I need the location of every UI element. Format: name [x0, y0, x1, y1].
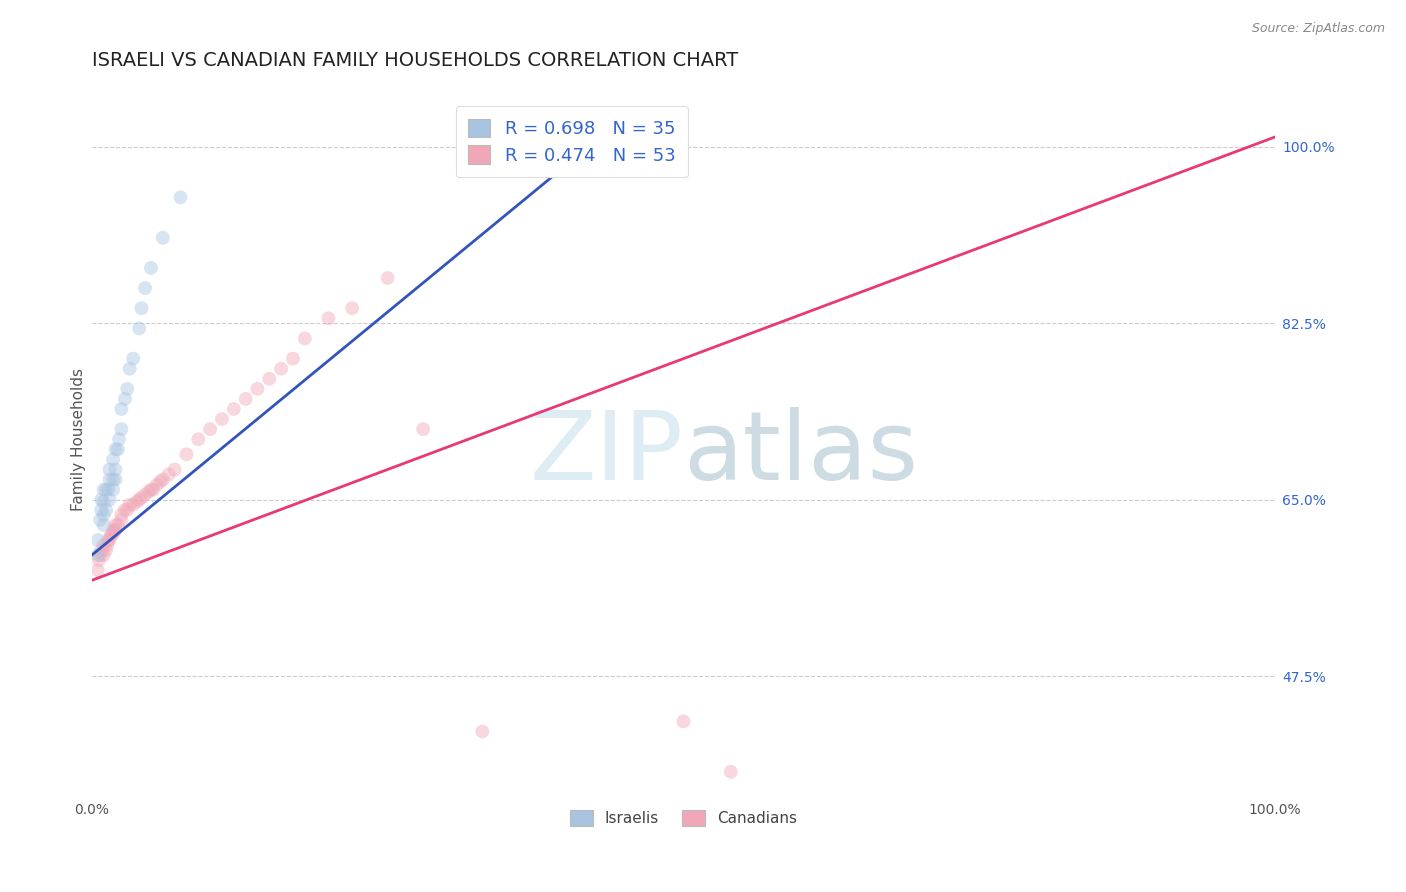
Point [118, 361, 141, 376]
Point [89, 513, 111, 527]
Point [377, 271, 399, 285]
Point [118, 498, 141, 512]
Point [107, 442, 129, 457]
Point [720, 764, 742, 779]
Point [187, 432, 209, 446]
Point [139, 483, 162, 497]
Point [110, 508, 132, 522]
Point [93, 538, 115, 552]
Point [117, 503, 139, 517]
Point [97, 533, 120, 547]
Point [157, 467, 180, 482]
Point [211, 412, 233, 426]
Point [93, 548, 115, 562]
Point [101, 483, 124, 497]
Point [94, 543, 117, 558]
Point [98, 533, 121, 547]
Point [149, 475, 172, 489]
Point [134, 488, 156, 502]
Point [86, 548, 108, 562]
Point [93, 494, 115, 508]
Point [138, 484, 160, 499]
Point [114, 503, 136, 517]
Point [93, 483, 115, 497]
Point [152, 230, 174, 244]
Point [94, 483, 117, 497]
Point [87, 553, 110, 567]
Text: ISRAELI VS CANADIAN FAMILY HOUSEHOLDS CORRELATION CHART: ISRAELI VS CANADIAN FAMILY HOUSEHOLDS CO… [91, 51, 738, 70]
Point [107, 517, 129, 532]
Point [96, 538, 118, 552]
Point [101, 473, 124, 487]
Point [86, 533, 108, 547]
Point [163, 462, 186, 476]
Point [93, 508, 115, 522]
Point [318, 311, 340, 326]
Point [117, 382, 139, 396]
Point [128, 492, 150, 507]
Point [672, 714, 695, 729]
Text: ZIP: ZIP [530, 407, 683, 500]
Point [90, 503, 112, 517]
Text: atlas: atlas [683, 407, 918, 500]
Point [222, 402, 245, 417]
Point [104, 462, 127, 476]
Point [90, 543, 112, 558]
Point [142, 483, 165, 497]
Point [110, 422, 132, 436]
Point [259, 372, 281, 386]
Point [176, 447, 198, 461]
Point [101, 452, 124, 467]
Point [131, 491, 153, 505]
Point [93, 517, 115, 532]
Point [139, 260, 162, 275]
Point [270, 361, 292, 376]
Point [98, 462, 121, 476]
Point [235, 392, 257, 406]
Point [128, 321, 150, 335]
Point [86, 563, 108, 577]
Text: Source: ZipAtlas.com: Source: ZipAtlas.com [1251, 22, 1385, 36]
Point [101, 523, 124, 537]
Point [122, 351, 145, 366]
Point [97, 483, 120, 497]
Point [152, 473, 174, 487]
Point [94, 503, 117, 517]
Point [169, 190, 191, 204]
Point [125, 494, 148, 508]
Point [103, 524, 125, 539]
Point [104, 523, 127, 537]
Point [98, 492, 121, 507]
Point [110, 402, 132, 417]
Point [114, 392, 136, 406]
Point [100, 528, 122, 542]
Point [110, 513, 132, 527]
Point [246, 382, 269, 396]
Point [101, 528, 124, 542]
Point [146, 477, 169, 491]
Point [104, 442, 127, 457]
Point [98, 473, 121, 487]
Y-axis label: Family Households: Family Households [72, 368, 86, 511]
Point [122, 498, 145, 512]
Point [104, 473, 127, 487]
Point [131, 301, 153, 316]
Point [412, 422, 434, 436]
Point [90, 492, 112, 507]
Legend: Israelis, Canadians: Israelis, Canadians [562, 803, 804, 834]
Point [471, 724, 494, 739]
Point [294, 331, 316, 345]
Point [340, 301, 363, 316]
Point [281, 351, 304, 366]
Point [108, 432, 131, 446]
Point [134, 281, 156, 295]
Point [104, 517, 127, 532]
Point [89, 548, 111, 562]
Point [198, 422, 221, 436]
